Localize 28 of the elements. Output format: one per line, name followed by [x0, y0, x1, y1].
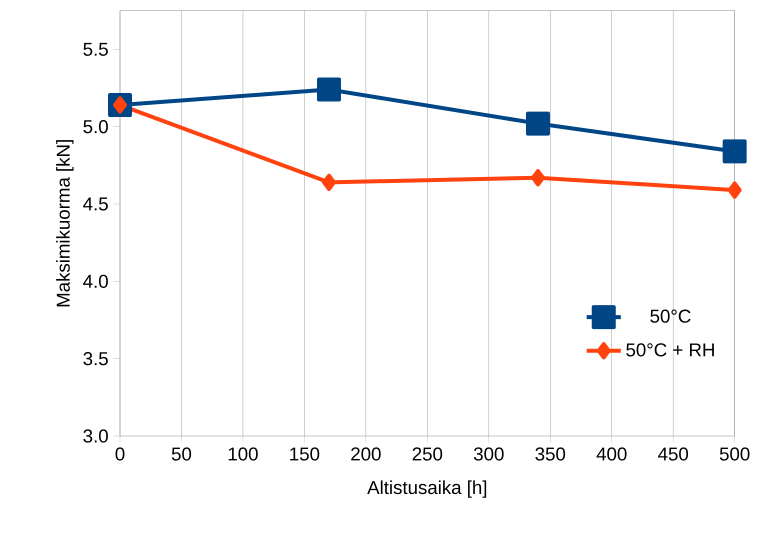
- y-tick-label: 5.0: [83, 120, 108, 134]
- x-tick-label: 400: [596, 447, 627, 461]
- point: [322, 174, 336, 192]
- x-tick-label: 0: [116, 447, 124, 461]
- legend-label: 50°C: [650, 310, 691, 323]
- x-tick-label: 200: [351, 447, 381, 461]
- y-tick-label: 4.5: [83, 197, 108, 211]
- point: [526, 112, 550, 136]
- x-tick-label: 300: [474, 447, 504, 461]
- x-tick-label: 500: [720, 447, 750, 461]
- point: [530, 169, 545, 186]
- x-tick-label: 250: [412, 447, 442, 461]
- point: [112, 96, 127, 114]
- x-tick-label: 150: [290, 447, 320, 461]
- point: [316, 78, 341, 102]
- y-tick-label: 3.0: [83, 429, 108, 443]
- y-tick-label: 5.5: [83, 42, 108, 56]
- x-tick-label: 350: [535, 447, 566, 461]
- y-tick-label: 3.5: [83, 352, 108, 366]
- x-tick-label: 50: [172, 447, 192, 461]
- point: [728, 181, 742, 199]
- y-axis-title: Maksimikuorma [kN]: [56, 140, 74, 306]
- point: [722, 139, 747, 164]
- x-tick-label: 450: [658, 447, 688, 461]
- y-tick-label: 4.0: [83, 274, 108, 288]
- x-axis-title: Altistusaika [h]: [367, 480, 486, 498]
- legend-label: 50°C + RH: [626, 343, 714, 356]
- x-tick-label: 100: [228, 447, 258, 461]
